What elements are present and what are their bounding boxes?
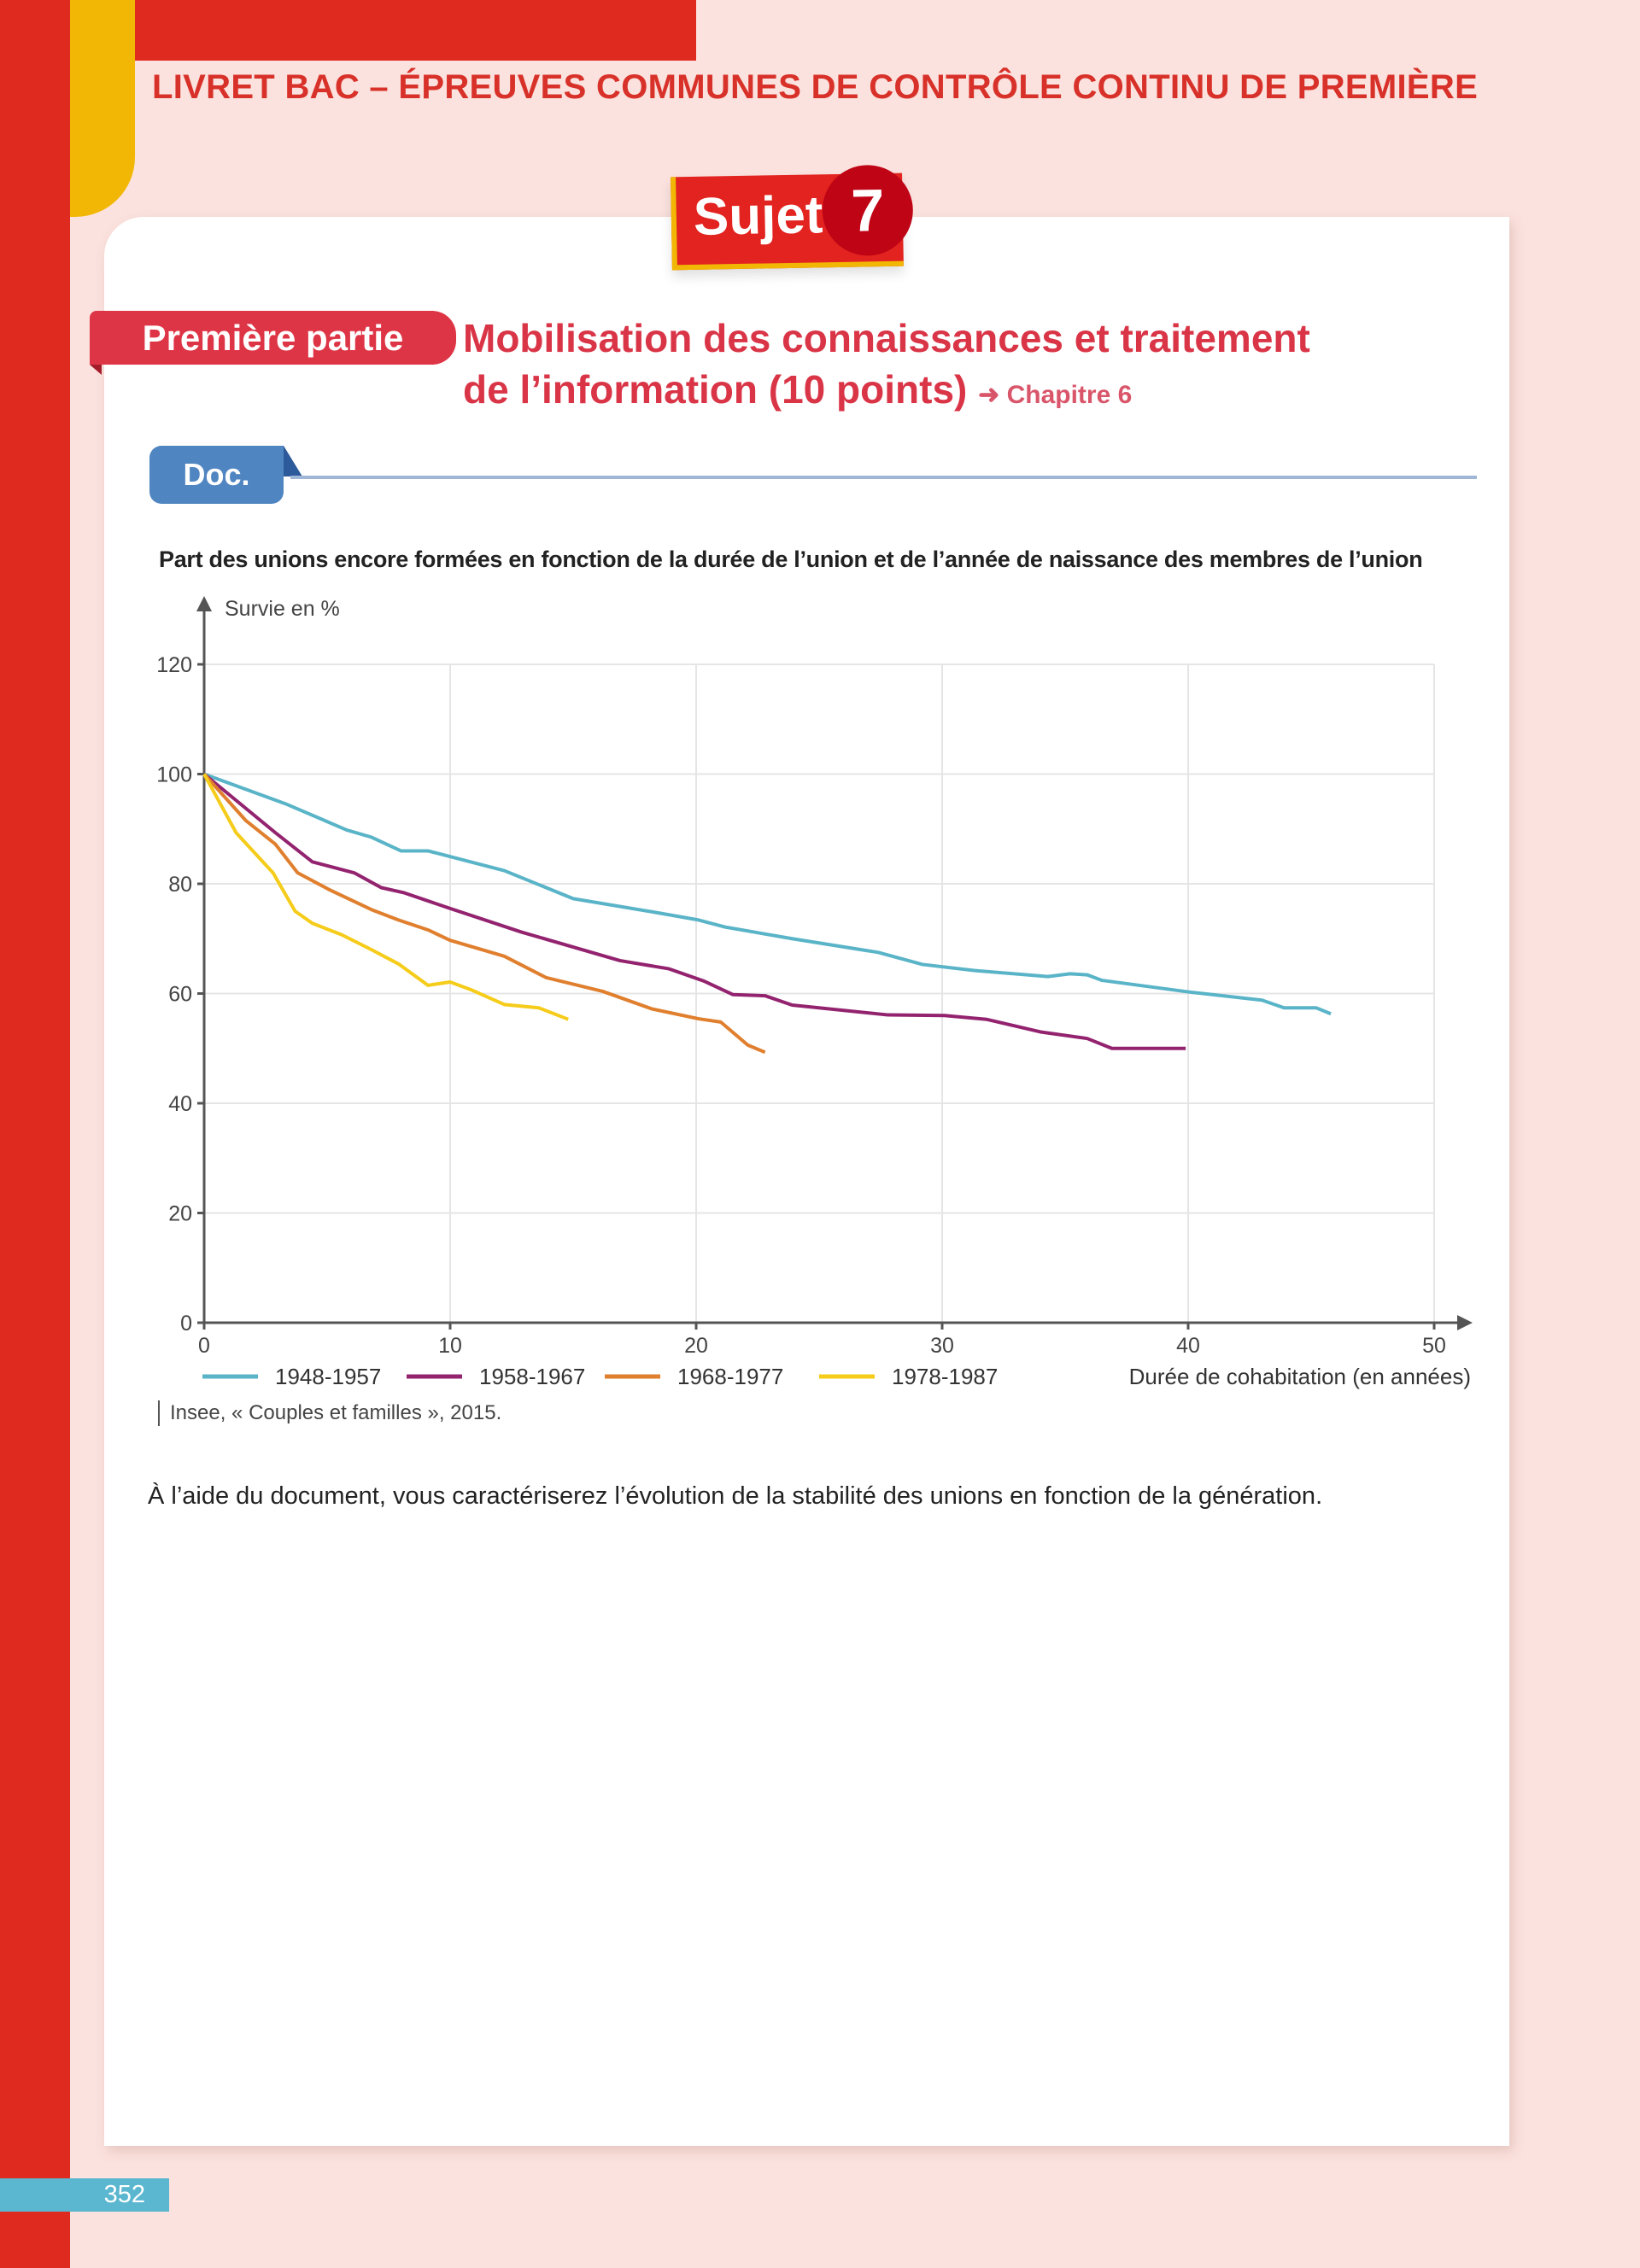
x-tick-labels: 0 10 20 30 40 50 — [198, 1334, 1446, 1358]
content-card — [104, 217, 1509, 2146]
section-title-line2: de l’information (10 points) — [463, 367, 968, 412]
chart-legend: 1948-1957 1958-1967 1968-1977 1978-1987 — [202, 1364, 998, 1389]
part-label-pill: Première partie — [90, 311, 456, 365]
series-line-1948-1957 — [203, 772, 1332, 1016]
y-tick-label: 80 — [168, 873, 192, 897]
left-red-strip — [0, 0, 70, 2268]
x-tick-label: 10 — [438, 1334, 462, 1358]
x-tick-label: 40 — [1176, 1334, 1200, 1358]
series-line-1958-1967 — [202, 772, 1186, 1050]
x-tick-label: 20 — [684, 1334, 708, 1358]
y-axis-label: Survie en % — [225, 597, 340, 621]
x-tick-label: 0 — [198, 1334, 210, 1358]
section-title-line1: Mobilisation des connaissances et traite… — [463, 316, 1310, 360]
chapter-link[interactable]: ➜ Chapitre 6 — [978, 381, 1133, 409]
y-tick-label: 100 — [156, 763, 192, 787]
chart-axes — [196, 596, 1473, 1330]
y-tick-label: 60 — [168, 983, 192, 1007]
doc-tab: Doc. — [149, 446, 284, 504]
doc-tab-fold — [284, 446, 302, 476]
y-tick-label: 40 — [168, 1092, 192, 1116]
y-axis-arrow-icon — [196, 596, 212, 611]
legend-label: 1978-1987 — [892, 1364, 998, 1389]
question-text: À l’aide du document, vous caractérisere… — [148, 1482, 1323, 1510]
source-citation: Insee, « Couples et familles », 2015. — [158, 1400, 501, 1426]
series-line-1968-1977 — [202, 773, 766, 1055]
x-axis-label: Durée de cohabitation (en années) — [1129, 1364, 1471, 1389]
yellow-decorative-tab — [70, 0, 135, 217]
doc-divider — [290, 476, 1477, 479]
chart-title: Part des unions encore formées en foncti… — [159, 547, 1423, 572]
x-axis-arrow-icon — [1457, 1315, 1473, 1330]
y-tick-label: 20 — [168, 1202, 192, 1226]
y-tick-label: 120 — [156, 653, 192, 677]
page-number-box: 352 — [0, 2178, 169, 2212]
chart-series — [202, 772, 1332, 1055]
section-title: Mobilisation des connaissances et traite… — [463, 313, 1310, 421]
legend-label: 1948-1957 — [275, 1364, 381, 1389]
pill-fold — [90, 365, 102, 375]
y-tick-label: 0 — [180, 1312, 192, 1336]
series-line-1978-1987 — [202, 773, 569, 1021]
legend-label: 1958-1967 — [479, 1364, 585, 1389]
x-tick-label: 30 — [930, 1334, 954, 1358]
legend-label: 1968-1977 — [677, 1364, 783, 1389]
y-tick-labels: 0 20 40 60 80 100 120 — [156, 653, 192, 1336]
page-number: 352 — [103, 2181, 145, 2208]
top-red-bar — [135, 0, 696, 61]
chart-grid — [197, 663, 1436, 1330]
x-tick-label: 50 — [1422, 1334, 1446, 1358]
header-title: LIVRET BAC – ÉPREUVES COMMUNES DE CONTRÔ… — [152, 68, 1479, 106]
